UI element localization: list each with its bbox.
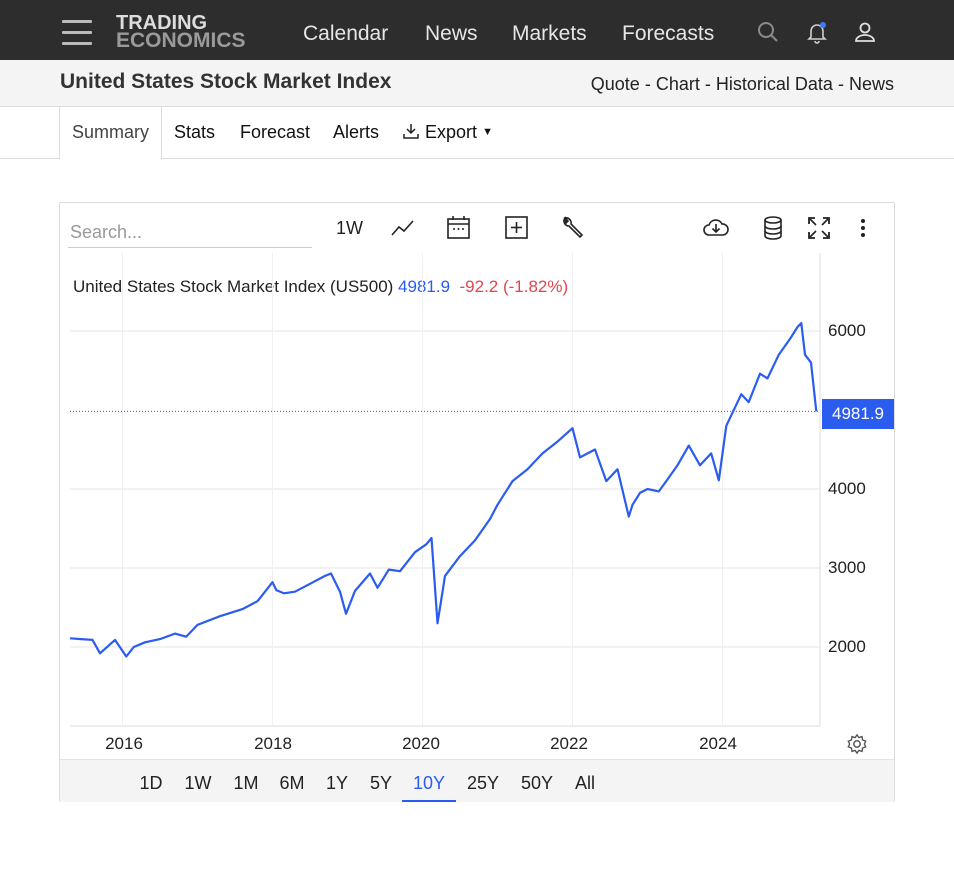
range-1w[interactable]: 1W <box>184 773 212 793</box>
range-all[interactable]: All <box>574 773 595 793</box>
logo-line2: ECONOMICS <box>116 29 246 52</box>
tab-alerts[interactable]: Alerts <box>333 122 380 142</box>
tab-summary[interactable]: Summary <box>59 107 163 159</box>
fullscreen-icon[interactable] <box>806 215 832 241</box>
bell-icon[interactable] <box>805 20 829 44</box>
range-1d[interactable]: 1D <box>139 773 163 793</box>
user-icon[interactable] <box>853 20 877 44</box>
y-tick-3000: 3000 <box>828 558 866 577</box>
last-price-label: 4981.9 <box>822 399 894 429</box>
tab-bar: Summary Stats Forecast Alerts Export ▼ <box>0 107 954 159</box>
y-tick-2000: 2000 <box>828 637 866 656</box>
download-icon <box>403 124 419 139</box>
legend-name: United States Stock Market Index (US500) <box>73 277 394 296</box>
search-icon[interactable] <box>756 20 780 44</box>
y-tick-4000: 4000 <box>828 479 866 498</box>
x-tick-2024: 2024 <box>699 734 737 753</box>
range-6m[interactable]: 6M <box>279 773 305 793</box>
series-line-us500 <box>69 321 818 658</box>
link-separator: - <box>704 74 711 94</box>
range-25y[interactable]: 25Y <box>466 773 500 793</box>
logo-line1: TRADING <box>116 12 208 34</box>
quick-links: Quote - Chart - Historical Data - News <box>591 74 894 95</box>
price-chart[interactable] <box>60 203 894 759</box>
tab-forecast[interactable]: Forecast <box>240 122 311 142</box>
tab-stats[interactable]: Stats <box>174 122 216 142</box>
more-icon[interactable] <box>856 215 870 241</box>
chart-legend: United States Stock Market Index (US500)… <box>73 277 568 297</box>
top-bar: TRADING ECONOMICS Calendar News Markets … <box>0 0 954 60</box>
cloud-download-icon[interactable] <box>702 215 730 241</box>
nav-forecasts[interactable]: Forecasts <box>622 22 715 45</box>
nav-markets[interactable]: Markets <box>512 22 587 45</box>
range-1y[interactable]: 1Y <box>325 773 349 793</box>
page-title: United States Stock Market Index <box>60 70 392 93</box>
range-1m[interactable]: 1M <box>233 773 259 793</box>
wrench-icon[interactable] <box>560 215 586 241</box>
nav-calendar[interactable]: Calendar <box>303 22 389 45</box>
logo[interactable]: TRADING ECONOMICS <box>116 12 246 52</box>
tab-export-label: Export <box>425 122 478 142</box>
add-icon[interactable] <box>504 215 530 241</box>
settings-icon[interactable] <box>846 733 868 755</box>
sub-header: United States Stock Market Index Quote -… <box>0 60 954 107</box>
link-separator: - <box>837 74 844 94</box>
link-historical-data[interactable]: Historical Data <box>715 74 833 94</box>
link-quote[interactable]: Quote <box>590 74 640 94</box>
search-input[interactable] <box>68 217 312 248</box>
legend-change: -92.2 (-1.82%) <box>459 277 569 296</box>
x-tick-2016: 2016 <box>105 734 143 753</box>
y-tick-6000: 6000 <box>828 321 866 340</box>
range-5y[interactable]: 5Y <box>369 773 393 793</box>
caret-down-icon: ▼ <box>482 126 493 138</box>
range-50y[interactable]: 50Y <box>520 773 554 793</box>
interval-selector[interactable]: 1W <box>336 218 363 238</box>
x-tick-2020: 2020 <box>402 734 440 753</box>
tab-export[interactable]: Export ▼ <box>402 107 493 158</box>
range-selector: 1D 1W 1M 6M 1Y 5Y 10Y 25Y 50Y All <box>60 759 894 802</box>
line-chart-icon[interactable] <box>390 215 416 241</box>
nav-news[interactable]: News <box>425 22 478 45</box>
menu-icon[interactable] <box>62 20 92 45</box>
calendar-icon[interactable] <box>446 215 472 241</box>
x-tick-2022: 2022 <box>550 734 588 753</box>
x-tick-2018: 2018 <box>254 734 292 753</box>
legend-value: 4981.9 <box>398 277 451 296</box>
database-icon[interactable] <box>760 215 786 241</box>
chart-container: 1W United States Stock Market Index (US5… <box>59 202 895 802</box>
link-chart[interactable]: Chart <box>655 74 700 94</box>
link-separator: - <box>644 74 651 94</box>
link-news[interactable]: News <box>848 74 894 94</box>
range-10y[interactable]: 10Y <box>402 760 456 802</box>
